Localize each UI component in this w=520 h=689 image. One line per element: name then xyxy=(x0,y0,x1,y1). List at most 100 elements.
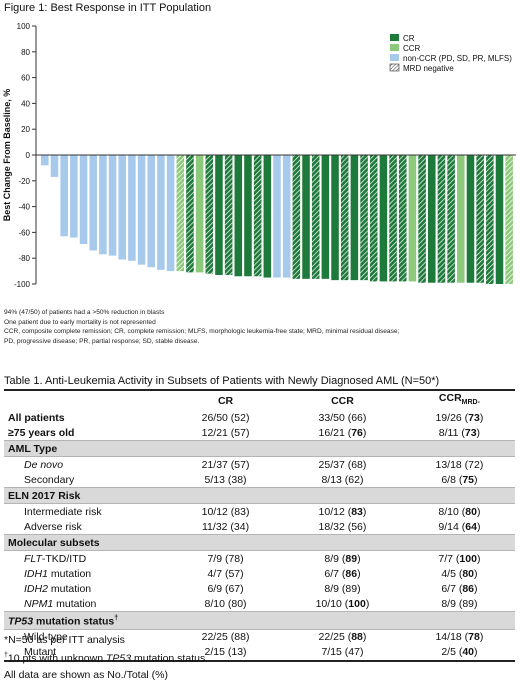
gene-name: TP53 xyxy=(8,615,34,628)
mrd-negative-hatch xyxy=(186,155,194,273)
cell-part: 8/11 ( xyxy=(438,426,465,439)
response-bar xyxy=(118,155,126,260)
cell-ccr-mrd: 8/9 (89) xyxy=(441,597,478,610)
mrd-negative-hatch xyxy=(418,155,426,283)
y-axis-label: Best Change From Baseline, % xyxy=(2,89,12,222)
cell-cr: 7/9 (78) xyxy=(207,552,244,565)
cell-ccr-mrd: 13/18 (72) xyxy=(435,458,484,471)
response-bar xyxy=(195,155,204,273)
table-title: Table 1. Anti-Leukemia Activity in Subse… xyxy=(4,375,440,387)
section-label: AML Type xyxy=(4,440,515,458)
y-tick-label: 40 xyxy=(21,99,30,108)
cell-part: 19/26 ( xyxy=(435,411,469,424)
section-label: ELN 2017 Risk xyxy=(4,487,515,505)
cell-bold-value: 80 xyxy=(462,567,475,580)
cell-bold-value: 76 xyxy=(351,426,363,439)
legend-label: CCR xyxy=(403,44,421,53)
cell-ccr-mrd: 4/5 (80) xyxy=(404,566,515,581)
table-row: Mutant 2/15 (13) 7/15 (47) 2/5 (40) xyxy=(4,645,515,661)
section-label: TP53 mutation status† xyxy=(4,611,515,630)
header-ccr: CCR xyxy=(331,394,354,407)
response-bar xyxy=(215,155,223,275)
mrd-negative-hatch xyxy=(437,155,446,283)
cell-bold-value: 75 xyxy=(462,473,475,486)
table-row: Wild-type 22/25 (88) 22/25 (88) 14/18 (7… xyxy=(4,629,515,645)
response-bar xyxy=(147,155,156,268)
cell-part: ) xyxy=(474,473,478,486)
cell-cr: 8/10 (80) xyxy=(204,597,247,610)
header-ccr-mrd: CCRMRD- xyxy=(404,390,515,410)
row-label: Secondary xyxy=(24,473,75,486)
cell-bold-value: 83 xyxy=(351,505,363,518)
table-row: All patients 26/50 (52) 33/50 (66) 19/26… xyxy=(4,410,515,425)
cell-cr: 2/15 (13) xyxy=(204,646,247,659)
cell-bold-value: 86 xyxy=(345,567,358,580)
cell-part: 16/21 ( xyxy=(318,426,352,439)
response-bar xyxy=(41,155,49,166)
cell-ccr-mrd: 8/10 (80) xyxy=(404,504,515,520)
cell-bold-value: 100 xyxy=(459,552,477,565)
gene-name: IDH2 xyxy=(24,582,48,595)
cell-ccr: 10/10 (100) xyxy=(281,596,404,612)
cell-bold-value: 89 xyxy=(345,552,358,565)
y-tick-label: -100 xyxy=(14,280,31,289)
cell-ccr: 18/32 (56) xyxy=(318,520,367,533)
cell-ccr: 10/12 (83) xyxy=(281,504,404,520)
cell-ccr: 25/37 (68) xyxy=(318,458,367,471)
row-label-rest: mutation status xyxy=(33,615,115,628)
cell-part: 10/10 ( xyxy=(315,597,349,610)
response-bar xyxy=(273,155,281,278)
section-label: Molecular subsets xyxy=(4,534,515,552)
response-bar xyxy=(234,155,243,277)
cell-cr: 11/32 (34) xyxy=(202,520,250,533)
note-line: PD, progressive disease; PR, partial res… xyxy=(4,337,200,345)
section-row-tp53: TP53 mutation status† xyxy=(4,611,515,630)
row-label: Adverse risk xyxy=(24,520,82,533)
cell-cr: 6/9 (67) xyxy=(207,582,244,595)
header-blank xyxy=(4,390,170,410)
cell-ccr: 7/15 (47) xyxy=(321,646,364,659)
mrd-negative-hatch xyxy=(360,155,368,281)
mrd-negative-hatch xyxy=(447,155,455,283)
mrd-negative-hatch xyxy=(486,155,494,284)
response-bar xyxy=(70,155,78,238)
response-bar xyxy=(99,155,107,255)
row-label: IDH1 mutation xyxy=(4,566,170,581)
mrd-negative-hatch xyxy=(340,155,349,281)
response-bar xyxy=(50,155,59,177)
cell-ccr: 22/25 (88) xyxy=(281,629,404,645)
response-bar xyxy=(128,155,136,261)
gene-name: NPM1 xyxy=(24,597,54,610)
cell-part: 9/14 ( xyxy=(438,520,466,533)
legend-swatch xyxy=(390,34,399,41)
legend-swatch-hatch xyxy=(390,64,399,71)
cell-ccr-mrd: 7/7 (100) xyxy=(404,551,515,567)
cell-part: ) xyxy=(365,597,370,610)
cell-bold-value: 86 xyxy=(462,582,475,595)
cell-bold-value: 73 xyxy=(468,411,480,424)
table-row: Secondary 5/13 (38) 8/13 (62) 6/8 (75) xyxy=(4,472,515,488)
row-label: Wild-type xyxy=(24,631,68,644)
response-table: CR CCR CCRMRD- All patients 26/50 (52) 3… xyxy=(4,389,515,662)
cell-part: 14/18 ( xyxy=(435,631,469,644)
cell-part: ) xyxy=(476,552,481,565)
row-label: All patients xyxy=(8,411,65,424)
cell-part: ) xyxy=(362,426,367,439)
mrd-negative-hatch xyxy=(253,155,262,277)
mrd-negative-hatch xyxy=(476,155,484,283)
y-tick-label: 60 xyxy=(21,74,30,83)
response-bar xyxy=(282,155,291,278)
cell-part: ) xyxy=(476,505,481,518)
table-row: NPM1 mutation 8/10 (80) 10/10 (100) 8/9 … xyxy=(4,596,515,612)
cell-part: ) xyxy=(476,520,481,533)
mrd-negative-hatch xyxy=(311,155,320,279)
cell-part: ) xyxy=(362,631,367,644)
cell-bold-value: 80 xyxy=(465,505,477,518)
mrd-negative-hatch xyxy=(505,155,513,284)
gene-name: FLT xyxy=(24,552,42,565)
response-bar xyxy=(428,155,436,283)
mrd-negative-hatch xyxy=(224,155,233,275)
table-row: IDH2 mutation 6/9 (67) 8/9 (89) 6/7 (86) xyxy=(4,581,515,596)
y-tick-label: 80 xyxy=(21,48,30,57)
section-row-aml-type: AML Type xyxy=(4,440,515,458)
